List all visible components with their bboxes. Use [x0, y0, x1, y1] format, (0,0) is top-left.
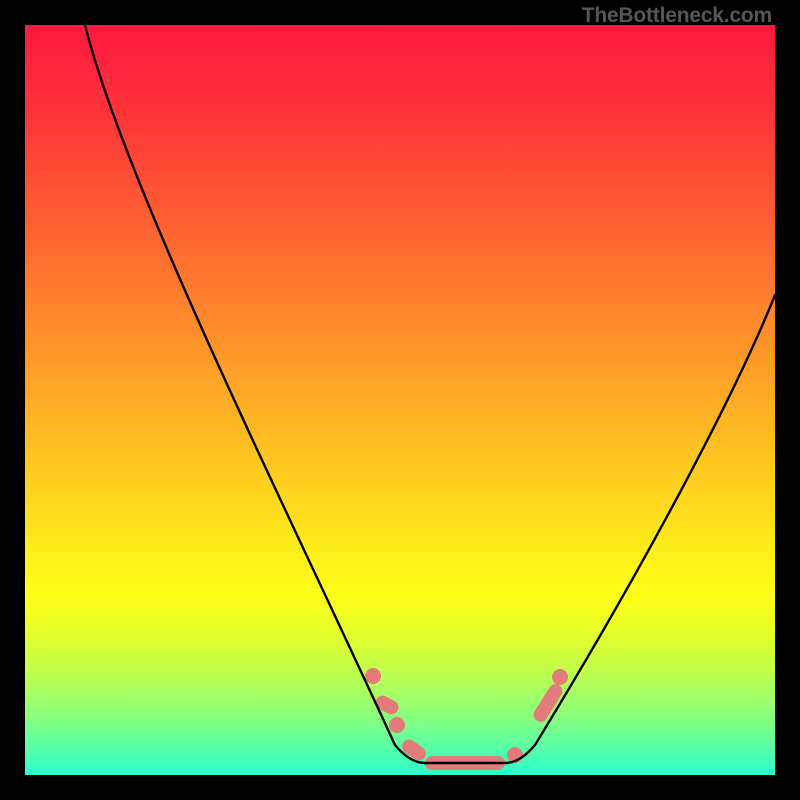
- plot-area: [25, 25, 775, 775]
- marker-dot: [389, 717, 405, 733]
- curve-layer: [25, 25, 775, 775]
- marker-pill: [399, 737, 428, 763]
- marker-dot: [365, 668, 381, 684]
- marker-dot: [552, 669, 568, 685]
- chart-container: TheBottleneck.com: [0, 0, 800, 800]
- markers-group: [365, 668, 568, 770]
- bottleneck-curve: [85, 25, 775, 763]
